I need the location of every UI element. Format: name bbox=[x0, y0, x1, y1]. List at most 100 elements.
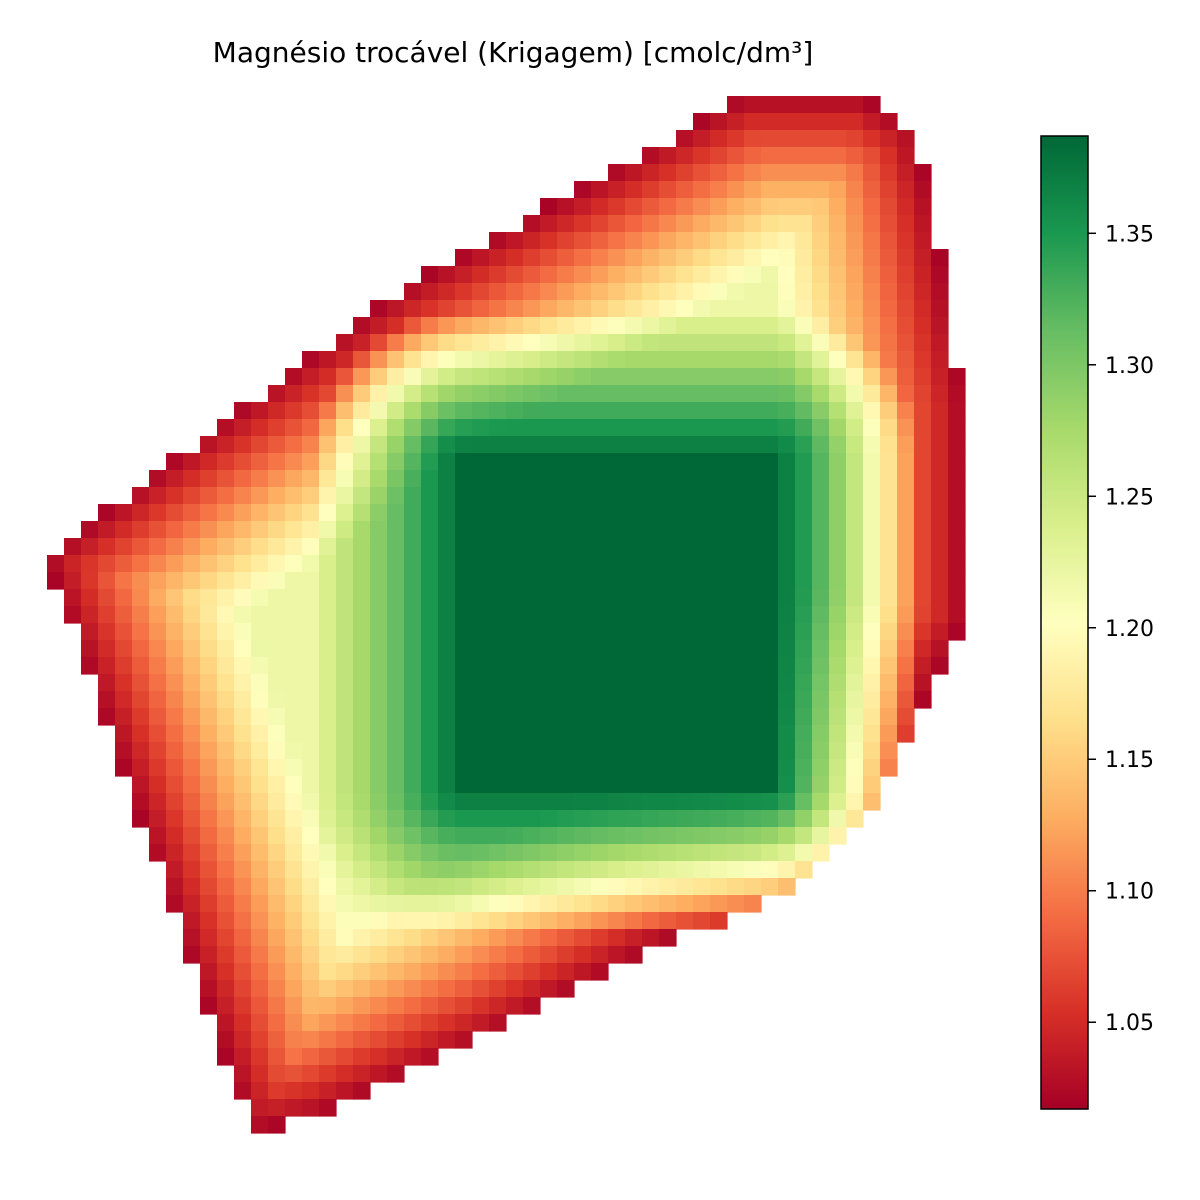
heatmap-cell bbox=[540, 504, 558, 522]
heatmap-cell bbox=[285, 1014, 303, 1032]
heatmap-cell bbox=[421, 708, 439, 726]
heatmap-cell bbox=[353, 997, 371, 1015]
heatmap-cell bbox=[421, 793, 439, 811]
heatmap-cell bbox=[744, 572, 762, 590]
heatmap-cell bbox=[166, 742, 184, 760]
heatmap-cell bbox=[421, 538, 439, 556]
heatmap-cell bbox=[200, 555, 218, 573]
heatmap-cell bbox=[149, 470, 167, 488]
heatmap-cell bbox=[353, 640, 371, 658]
heatmap-cell bbox=[302, 1048, 320, 1066]
heatmap-cell bbox=[625, 878, 643, 896]
heatmap-cell bbox=[625, 266, 643, 284]
heatmap-cell bbox=[914, 640, 932, 658]
heatmap-cell bbox=[336, 810, 354, 828]
heatmap-cell bbox=[744, 640, 762, 658]
heatmap-cell bbox=[557, 487, 575, 505]
heatmap-cell bbox=[81, 555, 99, 573]
heatmap-cell bbox=[880, 419, 898, 437]
heatmap-cell bbox=[336, 691, 354, 709]
heatmap-cell bbox=[880, 742, 898, 760]
heatmap-cell bbox=[897, 708, 915, 726]
heatmap-cell bbox=[472, 351, 490, 369]
heatmap-cell bbox=[880, 589, 898, 607]
heatmap-cell bbox=[506, 232, 524, 250]
heatmap-cell bbox=[336, 793, 354, 811]
heatmap-cell bbox=[710, 742, 728, 760]
heatmap-cell bbox=[659, 606, 677, 624]
heatmap-cell bbox=[591, 674, 609, 692]
heatmap-cell bbox=[880, 266, 898, 284]
heatmap-cell bbox=[98, 640, 116, 658]
heatmap-cell bbox=[914, 470, 932, 488]
heatmap-cell bbox=[98, 572, 116, 590]
heatmap-cell bbox=[234, 589, 252, 607]
heatmap-cell bbox=[336, 827, 354, 845]
heatmap-cell bbox=[761, 436, 779, 454]
heatmap-cell bbox=[591, 810, 609, 828]
heatmap-cell bbox=[693, 351, 711, 369]
heatmap-cell bbox=[574, 436, 592, 454]
heatmap-cell bbox=[625, 640, 643, 658]
heatmap-cell bbox=[710, 521, 728, 539]
heatmap-cell bbox=[353, 606, 371, 624]
heatmap-cell bbox=[421, 895, 439, 913]
heatmap-cell bbox=[693, 810, 711, 828]
heatmap-cell bbox=[353, 742, 371, 760]
heatmap-cell bbox=[727, 215, 745, 233]
heatmap-cell bbox=[166, 878, 184, 896]
heatmap-cell bbox=[659, 334, 677, 352]
heatmap-cell bbox=[693, 742, 711, 760]
heatmap-cell bbox=[489, 793, 507, 811]
heatmap-cell bbox=[166, 589, 184, 607]
heatmap-cell bbox=[438, 980, 456, 998]
heatmap-cell bbox=[336, 674, 354, 692]
heatmap-cell bbox=[234, 912, 252, 930]
heatmap-cell bbox=[591, 317, 609, 335]
heatmap-cell bbox=[370, 912, 388, 930]
heatmap-cell bbox=[710, 861, 728, 879]
heatmap-cell bbox=[251, 589, 269, 607]
heatmap-cell bbox=[336, 640, 354, 658]
heatmap-cell bbox=[574, 861, 592, 879]
heatmap-cell bbox=[404, 793, 422, 811]
heatmap-cell bbox=[540, 419, 558, 437]
heatmap-cell bbox=[727, 368, 745, 386]
heatmap-cell bbox=[557, 572, 575, 590]
heatmap-cell bbox=[574, 266, 592, 284]
heatmap-cell bbox=[336, 402, 354, 420]
heatmap-cell bbox=[506, 674, 524, 692]
heatmap-cell bbox=[795, 844, 813, 862]
heatmap-cell bbox=[812, 759, 830, 777]
heatmap-cell bbox=[812, 249, 830, 267]
heatmap-cell bbox=[251, 810, 269, 828]
heatmap-cell bbox=[132, 810, 150, 828]
heatmap-cell bbox=[591, 368, 609, 386]
heatmap-cell bbox=[608, 402, 626, 420]
heatmap-cell bbox=[455, 776, 473, 794]
heatmap-cell bbox=[251, 895, 269, 913]
heatmap-cell bbox=[863, 674, 881, 692]
heatmap-cell bbox=[506, 742, 524, 760]
heatmap-cell bbox=[846, 742, 864, 760]
heatmap-cell bbox=[642, 232, 660, 250]
heatmap-cell bbox=[234, 929, 252, 947]
heatmap-cell bbox=[370, 657, 388, 675]
heatmap-cell bbox=[812, 572, 830, 590]
heatmap-cell bbox=[931, 368, 949, 386]
heatmap-cell bbox=[81, 623, 99, 641]
heatmap-cell bbox=[387, 878, 405, 896]
heatmap-cell bbox=[948, 368, 966, 386]
heatmap-cell bbox=[693, 113, 711, 131]
heatmap-cell bbox=[319, 691, 337, 709]
heatmap-cell bbox=[676, 810, 694, 828]
colorbar-ticks: 1.051.101.151.201.251.301.35 bbox=[1088, 222, 1154, 1036]
heatmap-cell bbox=[931, 385, 949, 403]
heatmap-cell bbox=[166, 470, 184, 488]
heatmap-cell bbox=[863, 419, 881, 437]
heatmap-cell bbox=[761, 453, 779, 471]
heatmap-cell bbox=[251, 1031, 269, 1049]
heatmap-cell bbox=[880, 164, 898, 182]
heatmap-cell bbox=[659, 164, 677, 182]
heatmap-cell bbox=[744, 368, 762, 386]
